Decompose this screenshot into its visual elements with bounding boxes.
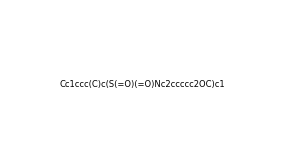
- Text: Cc1ccc(C)c(S(=O)(=O)Nc2ccccc2OC)c1: Cc1ccc(C)c(S(=O)(=O)Nc2ccccc2OC)c1: [59, 79, 225, 89]
